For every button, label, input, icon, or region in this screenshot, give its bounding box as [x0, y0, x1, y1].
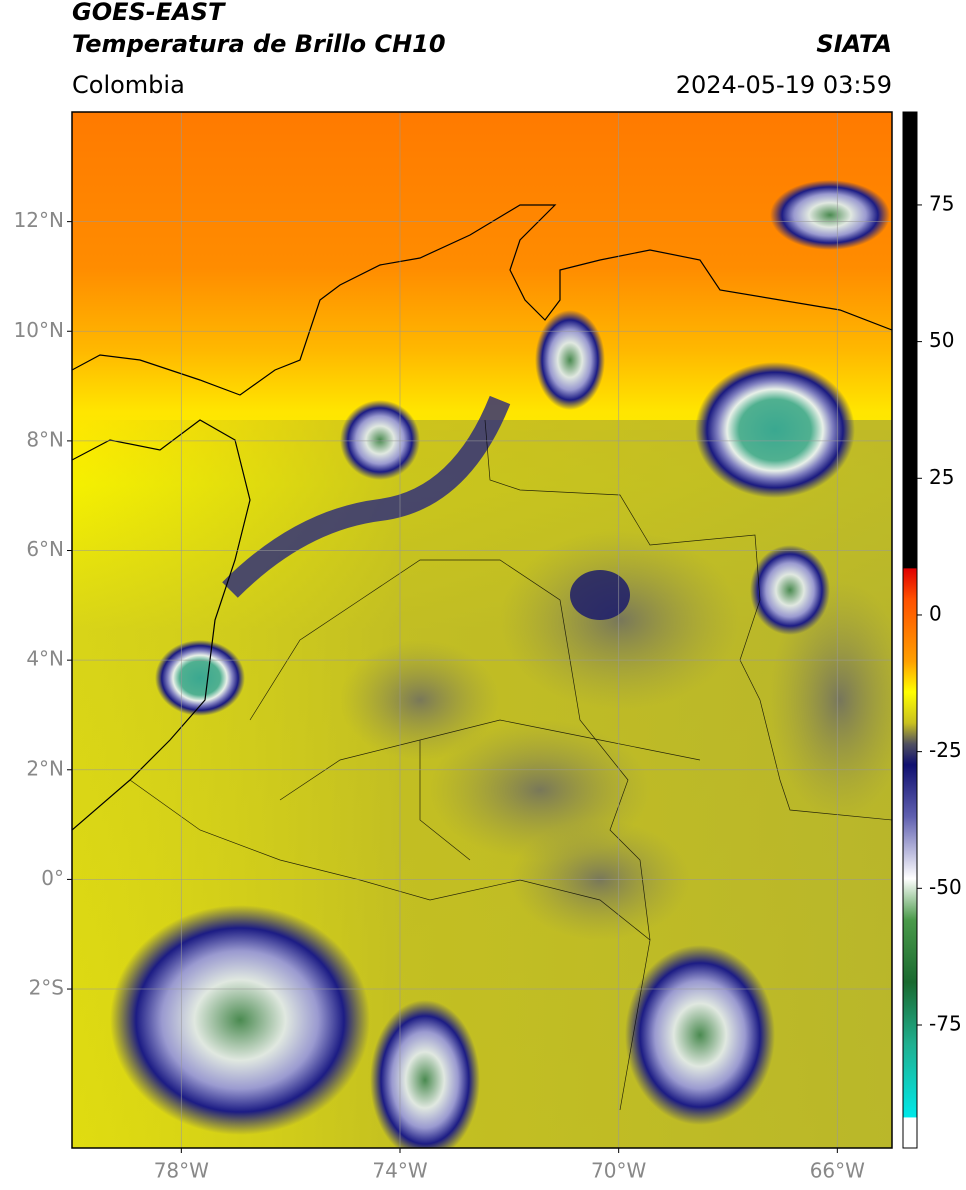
lon-tick-label: 66°W [810, 1159, 865, 1183]
source: SIATA [816, 30, 892, 58]
lat-tick-label: 2°N [26, 756, 64, 780]
colorbar-tick-label: 25 [929, 465, 954, 489]
storm [370, 1000, 480, 1148]
storm [570, 570, 630, 620]
lat-tick-label: 10°N [14, 318, 64, 342]
border [129, 779, 651, 1111]
coastline [72, 419, 251, 831]
datetime: 2024-05-19 03:59 [676, 71, 892, 99]
lon-tick-label: 74°W [372, 1159, 427, 1183]
storm [750, 545, 830, 635]
lat-tick-label: 12°N [14, 208, 64, 232]
border [279, 719, 701, 861]
lon-tick-label: 78°W [154, 1159, 209, 1183]
storm [110, 905, 370, 1135]
gray-area [510, 820, 690, 940]
satellite-image [72, 112, 892, 1148]
border [249, 559, 651, 941]
storm [770, 180, 890, 250]
border [484, 419, 892, 821]
lat-tick-label: 0° [41, 866, 64, 890]
gray-area [500, 530, 740, 710]
storm [625, 945, 775, 1125]
colorbar-tick-label: 75 [929, 191, 954, 215]
colorbar-tick-label: -25 [929, 738, 962, 762]
colorbar-tick-label: -75 [929, 1011, 962, 1035]
region: Colombia [72, 71, 185, 99]
gray-area [770, 580, 892, 820]
storm [695, 362, 855, 498]
colorbar [902, 111, 918, 1149]
storm [155, 640, 245, 716]
lat-tick-label: 4°N [26, 647, 64, 671]
storm [535, 310, 605, 410]
lon-tick-label: 70°W [591, 1159, 646, 1183]
product: Temperatura de Brillo CH10 [72, 30, 446, 58]
coastline [72, 204, 892, 396]
lat-tick-label: 2°S [29, 976, 64, 1000]
colorbar-tick-label: 50 [929, 328, 954, 352]
andes-clouds [222, 395, 511, 598]
graticule [72, 112, 892, 1148]
colorbar-tick-label: 0 [929, 601, 942, 625]
storm [340, 400, 420, 480]
lat-tick-label: 8°N [26, 427, 64, 451]
colorbar-tick-label: -50 [929, 875, 962, 899]
satellite: GOES-EAST [72, 0, 226, 26]
lat-tick-label: 6°N [26, 537, 64, 561]
map-frame [71, 111, 893, 1149]
